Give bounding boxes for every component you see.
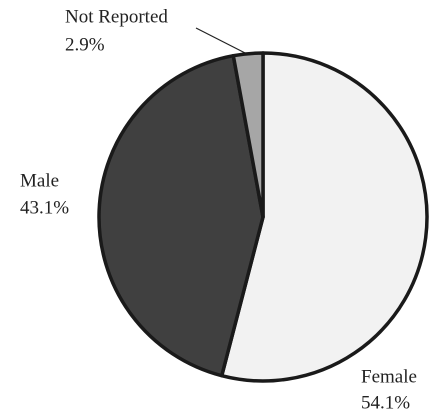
slice-label: Male <box>20 170 59 191</box>
pie-slice <box>97 53 265 378</box>
slice-value-label: 43.1% <box>20 197 69 218</box>
slice-value-label: 2.9% <box>65 34 105 55</box>
slice-label: Female <box>361 366 417 387</box>
slice-value-label: 54.1% <box>361 392 410 413</box>
pie-slice <box>231 51 265 219</box>
leader-line <box>195 27 252 57</box>
pie-slice <box>220 51 429 383</box>
slice-label: Not Reported <box>65 6 168 27</box>
